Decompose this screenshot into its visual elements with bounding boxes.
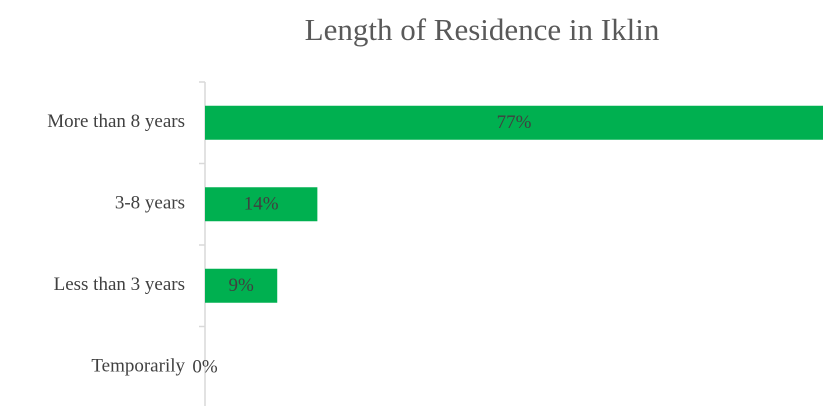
bar: [205, 268, 278, 303]
data-label: 77%: [497, 112, 532, 133]
data-label: 0%: [192, 357, 218, 378]
data-label: 9%: [228, 275, 254, 296]
chart-title: Length of Residence in Iklin: [305, 12, 660, 47]
y-tick-label: Less than 3 years: [54, 274, 185, 295]
y-tick-label: More than 8 years: [47, 111, 185, 132]
bar: [205, 187, 318, 222]
y-tick-label: 3-8 years: [115, 193, 185, 214]
data-label: 14%: [244, 194, 279, 215]
y-tick-label: Temporarily: [91, 356, 185, 377]
bar: [205, 105, 823, 140]
